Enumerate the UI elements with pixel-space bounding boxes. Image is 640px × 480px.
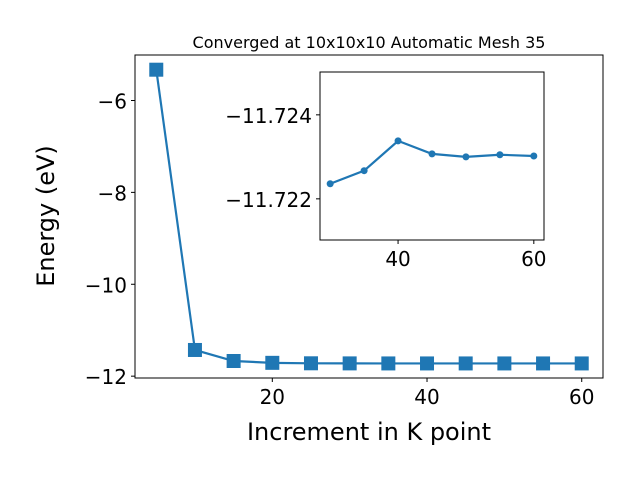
x-tick-label: 20	[260, 385, 285, 409]
marker	[458, 356, 473, 371]
x-tick-label: 60	[569, 385, 594, 409]
marker	[420, 356, 435, 371]
marker	[265, 355, 280, 370]
marker	[149, 62, 164, 77]
y-tick-label: −10	[85, 273, 127, 297]
marker	[497, 356, 512, 371]
marker	[496, 151, 504, 159]
marker	[462, 153, 470, 161]
marker	[574, 356, 589, 371]
marker	[536, 356, 551, 371]
y-tick-label: −6	[98, 89, 127, 113]
x-tick-label: 40	[414, 385, 439, 409]
marker	[381, 356, 396, 371]
marker	[342, 356, 357, 371]
chart-title: Converged at 10x10x10 Automatic Mesh 35	[193, 33, 546, 52]
marker	[394, 137, 402, 145]
y-tick-label: −12	[85, 365, 127, 389]
marker	[187, 342, 202, 357]
marker	[530, 152, 538, 160]
marker	[303, 356, 318, 371]
marker	[326, 180, 334, 188]
x-tick-label: 40	[385, 247, 410, 271]
x-axis-label: Increment in K point	[247, 418, 491, 446]
marker	[428, 150, 436, 158]
marker	[226, 354, 241, 368]
y-tick-label: −11.724	[225, 104, 312, 128]
y-tick-label: −8	[98, 181, 127, 205]
y-axis-label: Energy (eV)	[32, 145, 60, 287]
y-tick-label: −11.722	[225, 188, 312, 212]
x-tick-label: 60	[521, 247, 546, 271]
marker	[360, 167, 368, 175]
